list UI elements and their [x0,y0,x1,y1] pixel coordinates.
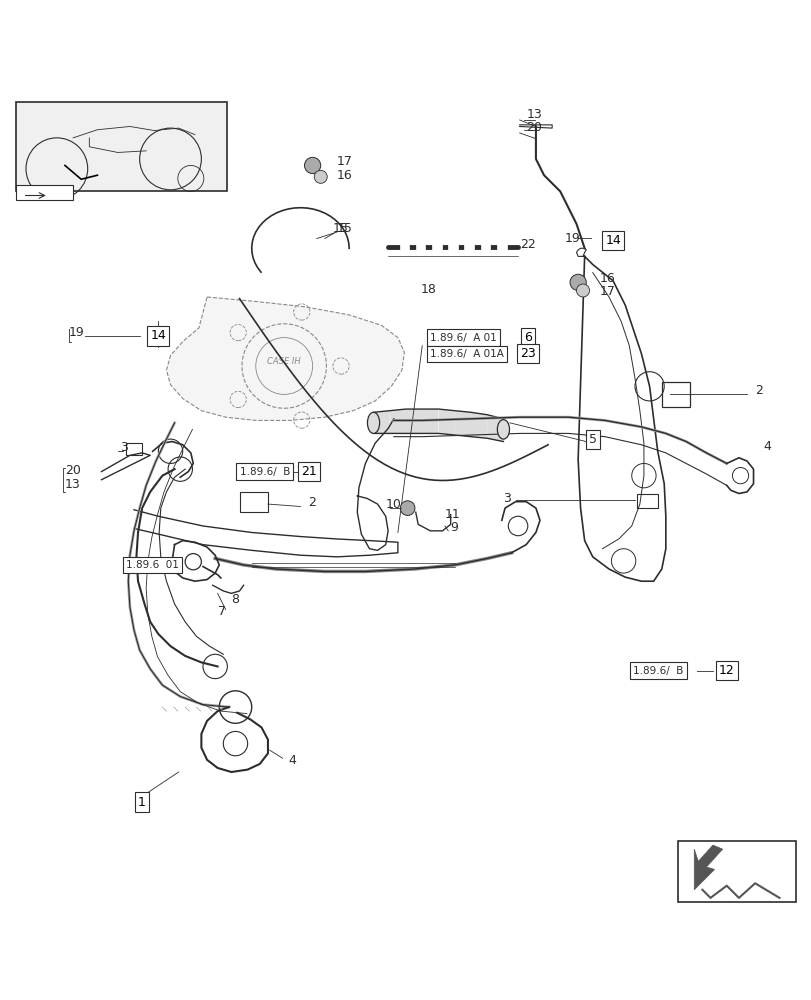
Text: 10: 10 [385,498,401,511]
Bar [399,242,409,252]
Text: 7: 7 [217,605,225,618]
Text: 17: 17 [599,285,615,298]
Text: 4: 4 [762,440,770,453]
Bar [480,242,490,252]
Text: 15: 15 [337,222,353,235]
Text: 23: 23 [519,347,535,360]
Text: 1.89.6/  B: 1.89.6/ B [633,666,683,676]
Polygon shape [166,297,404,420]
Text: 18: 18 [420,283,436,296]
Bar [496,242,506,252]
Text: 19: 19 [564,232,579,245]
Text: 1.89.6/  A 01: 1.89.6/ A 01 [430,333,496,343]
Text: 17: 17 [337,155,353,168]
Bar [661,382,689,407]
Text: 14: 14 [604,234,620,247]
Ellipse shape [496,420,508,439]
Text: 1.89.6/  A 01A: 1.89.6/ A 01A [430,349,504,359]
Polygon shape [693,845,722,890]
Text: 14: 14 [150,329,166,342]
Bar [464,242,474,252]
Polygon shape [470,412,487,438]
Circle shape [314,170,327,183]
Text: 3: 3 [503,492,511,505]
Circle shape [400,501,414,515]
Text: 19: 19 [69,326,84,339]
Polygon shape [373,411,389,433]
Text: 5: 5 [588,433,596,446]
Bar [415,242,425,252]
Bar [431,242,441,252]
Text: 16: 16 [337,169,352,182]
Bar [16,102,227,191]
Text: 6: 6 [523,331,531,344]
Bar [239,492,268,512]
Bar [448,242,457,252]
Circle shape [304,157,320,174]
Text: 20: 20 [526,121,542,134]
Ellipse shape [367,412,379,433]
Text: 3: 3 [120,441,128,454]
Polygon shape [487,415,503,442]
Text: 21: 21 [300,465,316,478]
Text: CASE IH: CASE IH [267,357,301,366]
Bar [677,841,795,902]
Bar [126,443,142,455]
Polygon shape [454,411,470,437]
Polygon shape [406,409,422,433]
Text: 1.89.6/  B: 1.89.6/ B [239,467,290,477]
Text: 13: 13 [65,478,80,491]
Text: 8: 8 [231,593,239,606]
Polygon shape [422,409,438,433]
Circle shape [569,274,586,291]
Text: 11: 11 [444,508,460,521]
Bar [16,185,73,200]
Text: 12: 12 [718,664,734,677]
Text: 22: 22 [519,238,534,251]
Text: 20: 20 [65,464,81,477]
Text: 2: 2 [754,384,762,397]
Text: 16: 16 [599,272,614,285]
Text: 1.89.6  01: 1.89.6 01 [126,560,178,570]
Text: 9: 9 [450,521,458,534]
Text: 13: 13 [526,108,541,121]
Text: 4: 4 [288,754,296,767]
Text: 1: 1 [138,796,146,809]
Text: 2: 2 [308,496,316,509]
Polygon shape [389,409,406,433]
Text: 15: 15 [333,222,349,235]
Circle shape [576,284,589,297]
Polygon shape [438,409,454,435]
Bar [637,494,657,508]
